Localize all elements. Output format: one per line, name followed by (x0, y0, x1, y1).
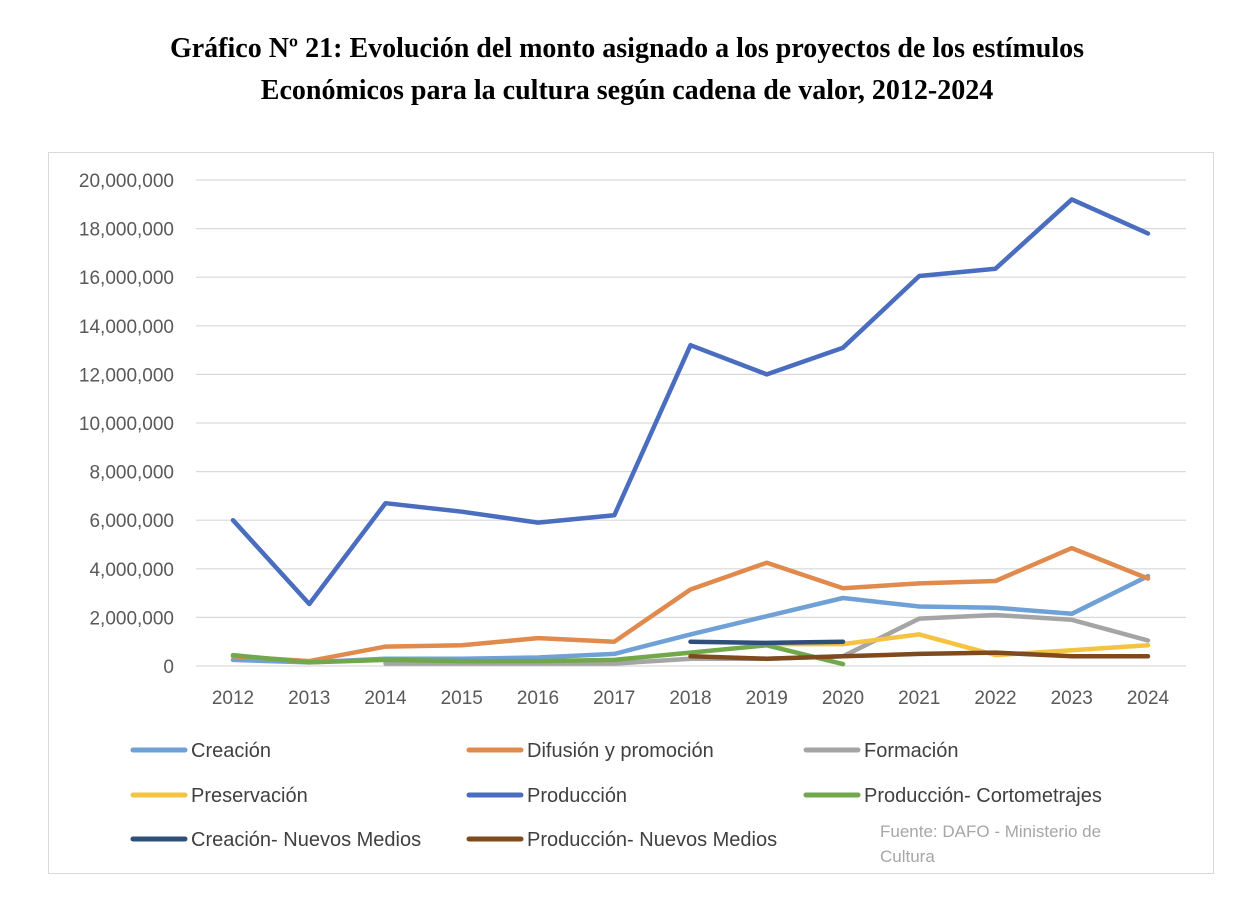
x-tick-label: 2015 (441, 688, 483, 709)
x-tick-label: 2023 (1051, 688, 1093, 709)
x-tick-label: 2022 (974, 688, 1016, 709)
series-line-producción-cortometrajes (230, 643, 846, 667)
y-tick-label: 18,000,000 (79, 220, 174, 241)
x-tick-label: 2014 (364, 688, 407, 709)
legend-label: Preservación (191, 785, 308, 807)
source-note: Fuente: DAFO - Ministerio de Cultura (880, 822, 1101, 866)
chart-frame (48, 152, 1214, 874)
legend-label: Difusión y promoción (527, 740, 714, 762)
legend-label: Producción (527, 785, 627, 807)
legend-item: Difusión y promoción (466, 740, 714, 762)
legend-item: Creación (130, 740, 271, 762)
legend-item: Formación (803, 740, 958, 762)
y-tick-label: 6,000,000 (89, 511, 174, 532)
legend: Creación Difusión y promoción Formación Pre… (130, 740, 1102, 851)
y-tick-label: 12,000,000 (79, 365, 174, 386)
x-tick-label: 2024 (1127, 688, 1170, 709)
legend-label: Formación (864, 740, 958, 762)
y-tick-label: 14,000,000 (79, 317, 174, 338)
gridlines (196, 179, 1186, 667)
series-line-difusión-y-promoción (230, 545, 1151, 664)
legend-item: Producción (466, 785, 627, 807)
series-line-producción (230, 197, 1151, 607)
series-line-producción-nuevos-medios (688, 650, 1151, 661)
x-tick-label: 2013 (288, 688, 330, 709)
y-tick-label: 16,000,000 (79, 268, 174, 289)
x-tick-label: 2018 (669, 688, 711, 709)
x-tick-label: 2017 (593, 688, 635, 709)
legend-item: Producción- Cortometrajes (803, 785, 1102, 807)
x-tick-label: 2016 (517, 688, 559, 709)
x-tick-label: 2012 (212, 688, 254, 709)
y-tick-label: 10,000,000 (79, 414, 174, 435)
series-lines (230, 197, 1151, 667)
y-tick-label: 20,000,000 (79, 171, 174, 192)
x-tick-label: 2020 (822, 688, 864, 709)
legend-label: Producción- Nuevos Medios (527, 829, 777, 851)
chart-title-line-1: Gráfico Nº 21: Evolución del monto asign… (169, 33, 1085, 64)
series-line-creación-nuevos-medios (688, 639, 846, 646)
y-tick-label: 2,000,000 (89, 608, 174, 629)
source-line-1: Fuente: DAFO - Ministerio de (880, 822, 1101, 841)
y-axis-ticks: 0 2,000,000 4,000,000 6,000,000 8,000,000 10,… (79, 171, 174, 678)
chart-title: Gráfico Nº 21: Evolución del monto asign… (0, 28, 1254, 112)
legend-label: Producción- Cortometrajes (864, 785, 1102, 807)
chart-title-line-2: Económicos para la cultura según cadena … (260, 75, 994, 106)
x-axis-ticks: 2012 2013 2014 2015 2016 2017 2018 2019 2020 2021… (212, 688, 1170, 709)
legend-item: Preservación (130, 785, 308, 807)
legend-item: Producción- Nuevos Medios (466, 829, 777, 851)
source-line-2: Cultura (880, 847, 935, 866)
legend-item: Creación- Nuevos Medios (130, 829, 421, 851)
legend-label: Creación- Nuevos Medios (191, 829, 421, 851)
y-tick-label: 0 (163, 657, 174, 678)
y-tick-label: 4,000,000 (89, 560, 174, 581)
y-tick-label: 8,000,000 (89, 463, 174, 484)
x-tick-label: 2021 (898, 688, 940, 709)
x-tick-label: 2019 (746, 688, 788, 709)
legend-label: Creación (191, 740, 271, 762)
